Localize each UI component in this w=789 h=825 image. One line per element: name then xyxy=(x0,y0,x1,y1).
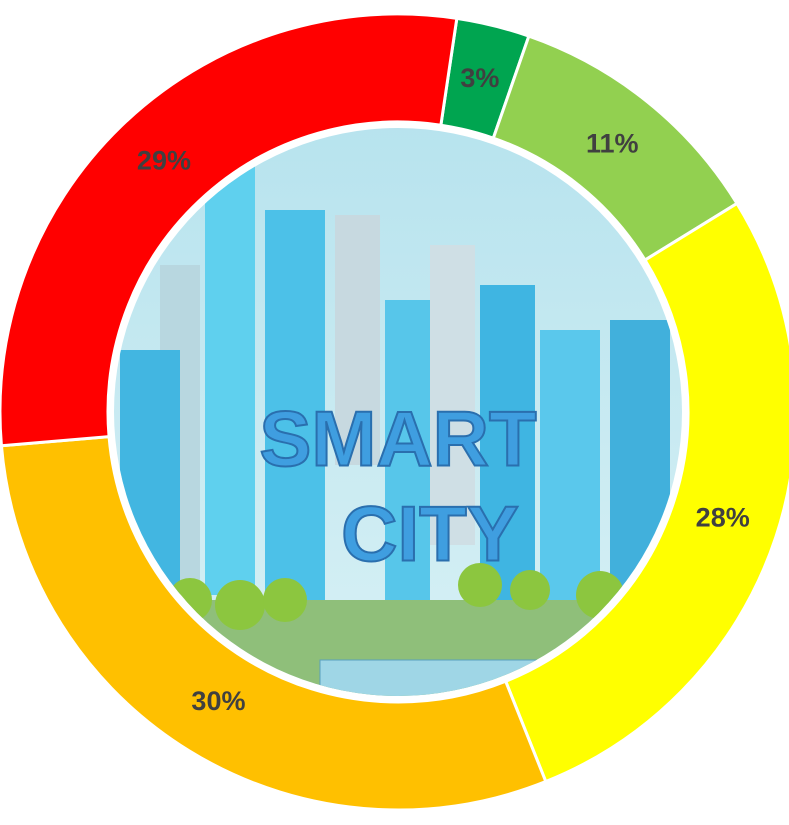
data-label: 28% xyxy=(696,503,750,533)
center-text: CITY xyxy=(341,490,519,578)
data-label: 30% xyxy=(191,686,245,716)
center-text: SMART xyxy=(259,395,536,483)
data-label: 29% xyxy=(137,146,191,176)
data-label: 3% xyxy=(460,63,499,93)
data-label: 11% xyxy=(586,129,639,159)
chart: SMART CITY 3% 11% 28% 30% 29% xyxy=(0,0,789,825)
